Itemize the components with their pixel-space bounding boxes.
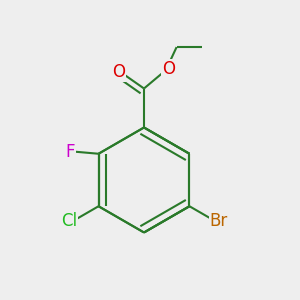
Text: F: F xyxy=(65,142,75,160)
Text: Br: Br xyxy=(209,212,228,230)
Text: O: O xyxy=(162,60,175,78)
Text: Cl: Cl xyxy=(61,212,77,230)
Text: O: O xyxy=(112,63,125,81)
